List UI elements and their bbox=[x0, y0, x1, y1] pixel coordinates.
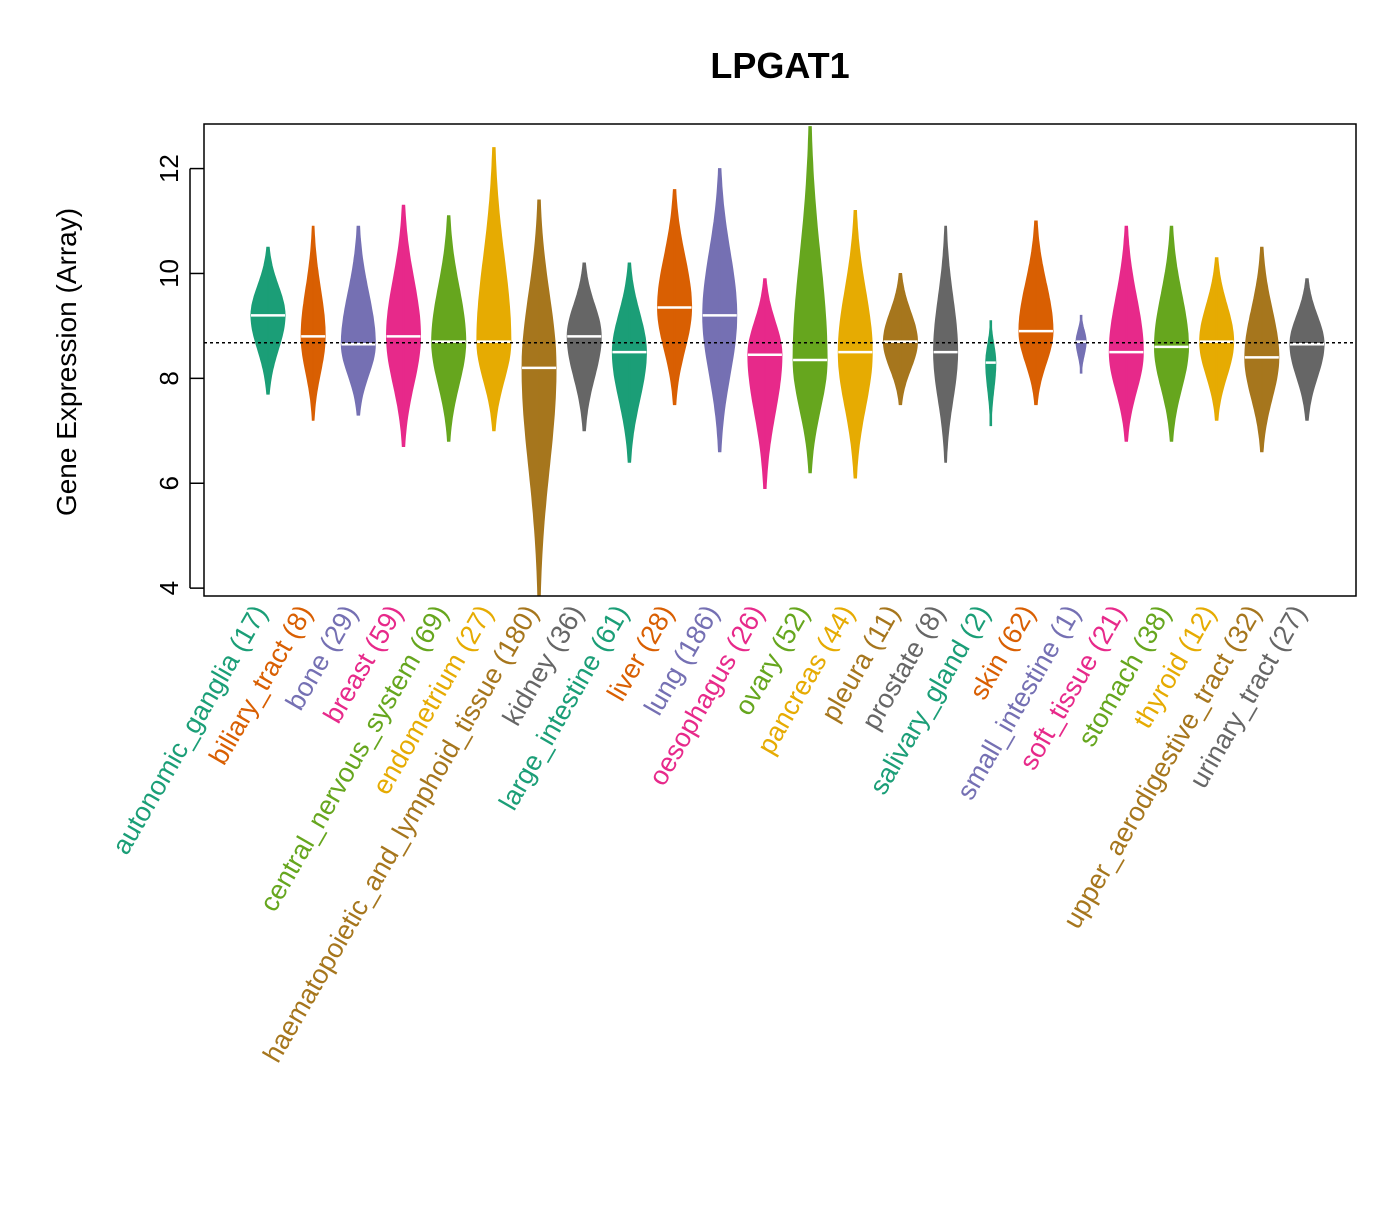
violin-breast bbox=[385, 204, 422, 447]
violin-stomach bbox=[1154, 225, 1190, 442]
violin-liver bbox=[657, 189, 693, 406]
violin-upper_aerodigestive_tract bbox=[1244, 246, 1280, 453]
violin-pleura bbox=[882, 273, 918, 406]
y-tick-label-10: 10 bbox=[154, 259, 184, 288]
violin-lung bbox=[702, 168, 738, 453]
y-axis: 4 6 8 10 12 bbox=[154, 154, 204, 595]
violin-small_intestine bbox=[1075, 314, 1087, 374]
y-tick-label-4: 4 bbox=[154, 581, 184, 595]
plot-area bbox=[204, 126, 1356, 597]
plot-frame bbox=[203, 123, 1357, 597]
violin-autonomic_ganglia bbox=[250, 246, 286, 395]
violin-thyroid bbox=[1199, 257, 1235, 421]
violin-oesophagus bbox=[747, 278, 783, 489]
y-tick-label-12: 12 bbox=[154, 154, 184, 183]
y-tick-label-6: 6 bbox=[154, 476, 184, 490]
y-axis-label: Gene Expression (Array) bbox=[51, 208, 82, 516]
violin-pancreas bbox=[837, 210, 873, 479]
x-axis-labels: autonomic_ganglia (17)biliary_tract (8)b… bbox=[106, 600, 1312, 1067]
violin-bone bbox=[340, 225, 376, 416]
violin-large_intestine bbox=[611, 262, 647, 463]
violin-biliary_tract bbox=[300, 225, 326, 421]
violin-kidney bbox=[566, 262, 602, 432]
y-tick-label-8: 8 bbox=[154, 371, 184, 385]
violin-prostate bbox=[933, 225, 959, 463]
violin-soft_tissue bbox=[1108, 225, 1144, 442]
violin-central_nervous_system bbox=[431, 215, 467, 442]
violin-skin bbox=[1018, 220, 1054, 406]
violin-haematopoietic_and_lymphoid_tissue bbox=[521, 199, 557, 597]
violin-salivary_gland bbox=[985, 320, 997, 427]
violin-ovary bbox=[792, 126, 828, 474]
violin-urinary_tract bbox=[1289, 278, 1325, 421]
violin-endometrium bbox=[476, 147, 512, 432]
chart-title: LPGAT1 bbox=[710, 45, 849, 86]
